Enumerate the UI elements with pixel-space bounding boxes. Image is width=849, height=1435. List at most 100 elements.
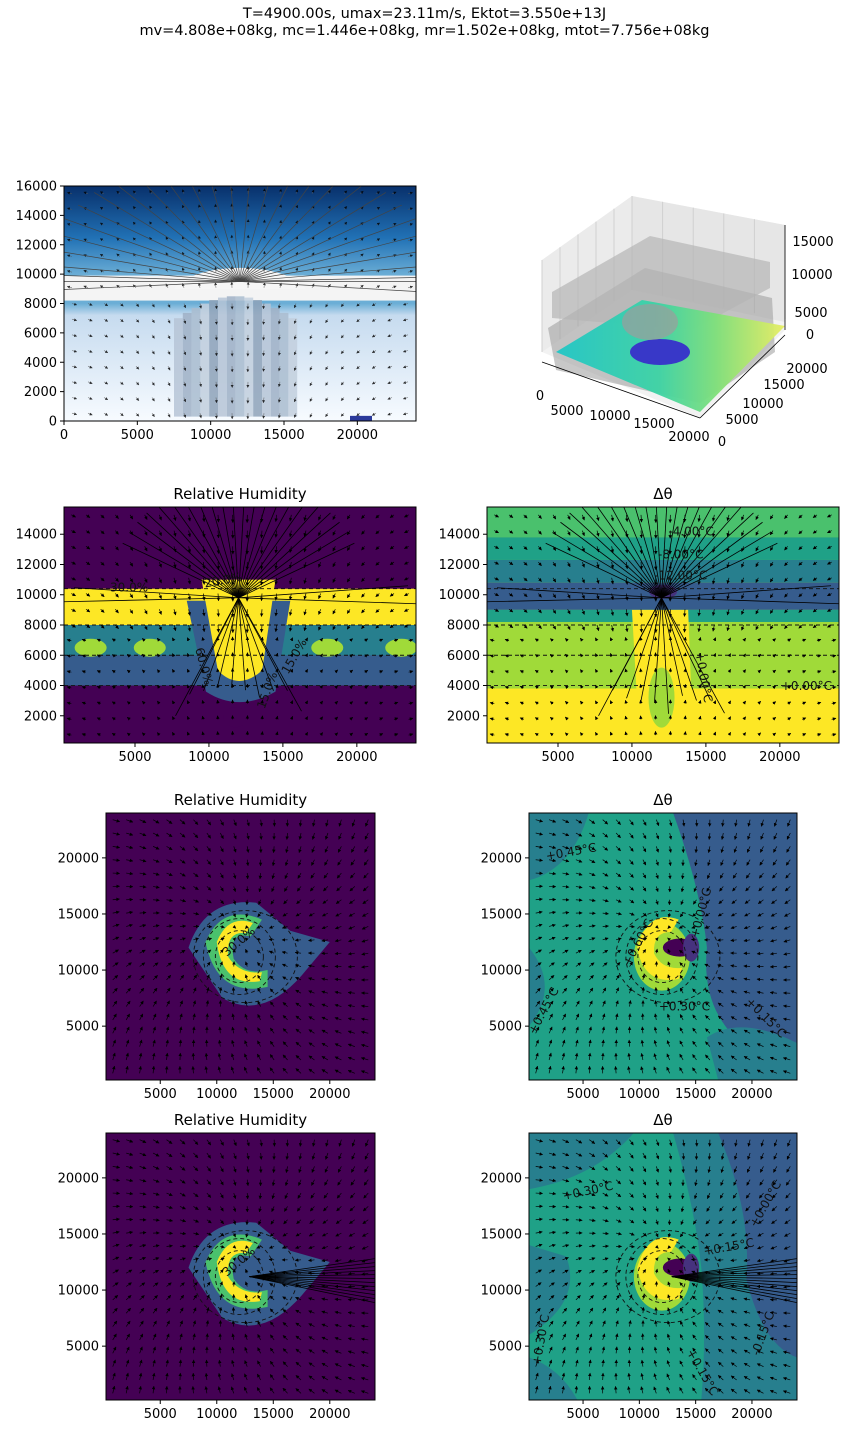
- vector-arrow: [407, 191, 414, 195]
- vector-arrow: [126, 669, 131, 674]
- vector-arrow: [407, 285, 414, 289]
- vector-arrow: [87, 318, 93, 322]
- vector-arrow: [183, 397, 187, 403]
- suptitle-line-1: T=4900.00s, umax=23.11m/s, Ektot=3.550e+…: [242, 6, 607, 22]
- vector-arrow: [356, 397, 361, 401]
- x-tick-label: 20000: [759, 750, 800, 765]
- vector-arrow: [214, 282, 218, 288]
- vector-arrow: [278, 413, 281, 419]
- vector-arrow: [66, 670, 72, 674]
- vector-arrow: [356, 365, 361, 370]
- contour-label: -8.00°C: [658, 547, 703, 561]
- vector-arrow: [99, 253, 105, 257]
- vector-arrow: [387, 349, 393, 353]
- precipitation-column: [288, 318, 298, 417]
- x-tick-label: 20000: [309, 1407, 350, 1422]
- z-tick-label: 5000: [794, 306, 827, 321]
- vector-arrow: [186, 637, 191, 642]
- vector-arrow-long: [64, 281, 241, 290]
- vector-arrow: [371, 350, 377, 354]
- y-tick-label: 14000: [16, 528, 57, 543]
- axes-title: Relative Humidity: [173, 485, 306, 503]
- vector-arrow: [375, 191, 381, 195]
- vector-arrow: [149, 283, 153, 289]
- vector-arrow: [156, 669, 161, 674]
- vector-arrow: [172, 700, 176, 705]
- x-tick-label: 20000: [668, 430, 709, 445]
- vector-arrow: [144, 546, 148, 552]
- vector-arrow: [132, 268, 137, 273]
- vector-arrow: [340, 381, 345, 386]
- vector-arrow: [87, 349, 93, 353]
- vector-arrow: [387, 365, 393, 369]
- vector-arrow: [186, 668, 191, 673]
- vector-arrow: [173, 593, 177, 600]
- vector-arrow: [81, 654, 87, 658]
- x-tick-label: 5000: [144, 1407, 177, 1422]
- vector-arrow: [135, 412, 140, 417]
- vector-arrow: [158, 609, 162, 615]
- cloud-surface-upper: [552, 236, 770, 330]
- vector-arrow: [116, 253, 121, 257]
- vector-arrow: [126, 685, 131, 690]
- vector-arrow: [375, 253, 381, 257]
- x-tick-label: 15000: [633, 417, 674, 432]
- vector-arrow: [116, 237, 121, 242]
- vector-arrow: [371, 303, 377, 307]
- vector-arrow: [402, 334, 409, 337]
- x-tick-label: 10000: [611, 750, 652, 765]
- vector-arrow: [214, 413, 218, 419]
- vector-arrow: [293, 397, 297, 403]
- vector-arrow: [262, 334, 266, 341]
- vector-arrow: [156, 732, 161, 737]
- vector-arrow: [111, 685, 116, 690]
- vector-arrow-long: [170, 186, 241, 282]
- vector-arrow: [173, 514, 177, 521]
- vector-arrow: [325, 318, 329, 324]
- vector-arrow: [295, 283, 299, 288]
- vector-arrow: [96, 654, 101, 658]
- vector-arrow: [135, 303, 140, 307]
- vector-arrow: [71, 349, 78, 353]
- y-tick-label: 15000: [763, 378, 804, 393]
- vector-arrow: [111, 732, 116, 737]
- x-tick-label: 5000: [567, 1407, 600, 1422]
- vector-arrow: [99, 222, 105, 226]
- vector-arrow: [115, 577, 119, 582]
- vector-arrow: [186, 715, 191, 720]
- y-tick-label: 4000: [24, 679, 57, 694]
- vector-arrow: [198, 219, 201, 226]
- vector-arrow: [340, 412, 345, 417]
- y-tick-label: 20000: [786, 362, 827, 377]
- vector-arrow: [293, 381, 297, 387]
- vector-arrow: [187, 546, 192, 553]
- vector-arrow: [343, 190, 348, 195]
- contour-label: 30.0%: [110, 581, 148, 595]
- vector-arrow: [278, 381, 281, 388]
- vector-arrow: [186, 700, 191, 705]
- vector-arrow-long: [239, 204, 402, 282]
- vector-arrow: [201, 637, 205, 641]
- vector-arrow: [149, 189, 153, 195]
- vector-arrow-long: [239, 186, 334, 282]
- vector-arrow: [183, 413, 187, 418]
- axes-title: Δθ: [653, 1111, 672, 1129]
- x-tick-label: 5000: [118, 750, 151, 765]
- vector-arrow: [103, 412, 109, 416]
- vector-arrow: [158, 593, 162, 600]
- vector-arrow: [187, 514, 192, 522]
- vector-arrow: [115, 561, 119, 567]
- vector-arrow: [151, 381, 155, 386]
- vector-arrow: [71, 365, 78, 369]
- vector-arrow: [173, 609, 177, 616]
- vector-arrow: [311, 189, 315, 194]
- vector-arrow: [66, 223, 73, 226]
- vector-arrow: [129, 593, 134, 599]
- vector-arrow: [186, 653, 191, 657]
- vector-arrow: [141, 685, 146, 690]
- vector-arrow: [71, 577, 76, 581]
- vector-arrow: [343, 268, 348, 273]
- panel-xz-cloud: 0 5000 10000 15000 20000 0 2000 4000 6000 8000 100…: [16, 180, 417, 443]
- vector-arrow: [103, 365, 109, 369]
- vector-arrow: [129, 609, 134, 614]
